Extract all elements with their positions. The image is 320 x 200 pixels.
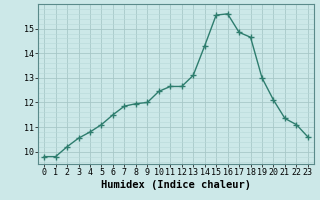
X-axis label: Humidex (Indice chaleur): Humidex (Indice chaleur) <box>101 180 251 190</box>
